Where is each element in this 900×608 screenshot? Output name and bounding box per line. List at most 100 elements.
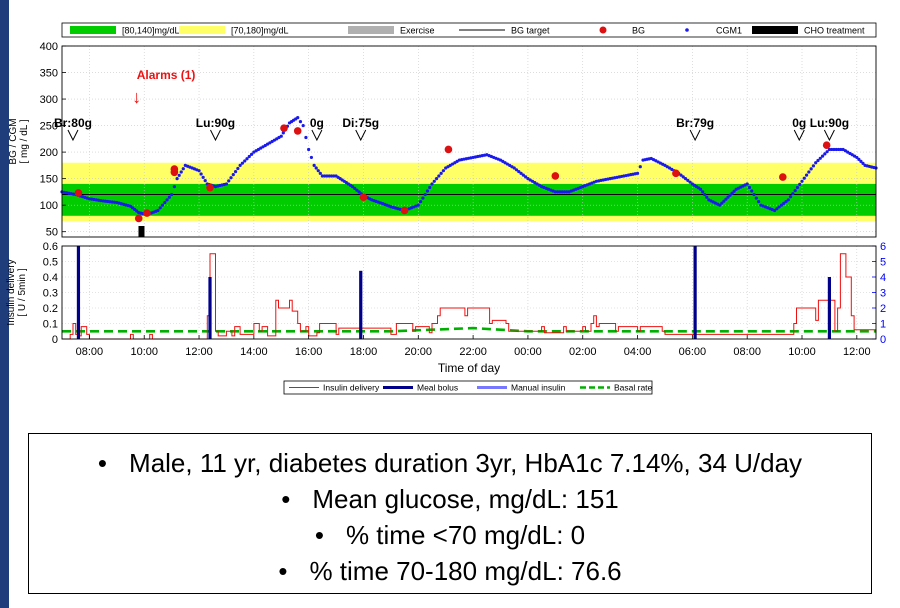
cgm-point [816,158,820,163]
cgm-point [718,203,722,207]
slide-left-accent-bar [0,0,9,608]
cgm-point [318,171,322,175]
cgm-point [325,174,329,178]
cgm-point [312,163,316,167]
time-x-tick-label: 08:00 [76,346,104,358]
cgm-point [304,135,308,140]
cgm-point [163,200,167,205]
bg-point [74,189,83,197]
meal-label: Br:80g [54,116,92,130]
meal-label: Br:79g [676,116,714,130]
insulin-y-tick-label: 0.3 [43,288,58,300]
time-x-tick-label: 12:00 [843,346,871,358]
cgm-point [728,193,732,197]
bg-cgm-plot: Br:80g Lu:90g 0g Di:75g Br:79g 0g Lu:90g 50 100… [8,41,878,239]
bullet-icon: • [278,556,288,586]
cgm-point [811,164,816,168]
cgm-point [832,147,836,152]
meal-bolus-bar [693,246,697,339]
glucose-insulin-figure: [80,140]mg/dL [70,180]mg/dL Exercise BG tar… [6,22,886,395]
cgm-point [418,200,423,204]
bg-y-axis: 50 100 150 200 250 300 350 400 [40,41,66,239]
meal-label: 0g [792,116,806,130]
legend-label: Manual insulin [511,383,566,393]
cgm-point [683,177,688,181]
cgm-point [247,154,251,159]
bg-y-tick-label: 100 [40,200,58,212]
time-x-axis: 08:00 10:00 12:00 14:00 16:00 18:00 20:00 22:00… [76,335,871,358]
cgm-point [558,190,562,194]
cgm-point [327,174,331,178]
insulin-y-axis: 0 0.1 0.2 0.3 0.4 0.5 0.6 [43,241,58,346]
cgm-point [238,163,242,167]
insulin-right-y-tick-label: 0 [880,334,886,346]
cgm-point [834,147,838,152]
time-x-tick-label: 08:00 [733,346,761,358]
legend-label: CHO treatment [804,26,865,36]
bg-point [280,124,288,133]
cho-treatment-bar [138,226,145,237]
cgm-point [279,134,283,138]
summary-text: Mean glucose, mg/dL: 151 [312,484,619,514]
time-x-tick-label: 18:00 [350,346,378,358]
meal-marker-icon [210,129,221,142]
time-x-tick-label: 16:00 [295,346,323,358]
cgm-point [722,199,726,203]
bottom-legend: Insulin delivery Meal bolus Manual insulin… [283,380,653,395]
cgm-point [434,177,439,181]
insulin-y-tick-label: 0.2 [43,303,58,315]
basal-rate-line [62,326,876,333]
cgm-point [355,188,359,192]
cgm-point [296,116,300,120]
cgm-point [421,196,425,200]
bg-y-tick-label: 50 [46,227,58,239]
cgm-point [679,173,683,177]
cgm-point [332,174,336,178]
bg-point [444,145,453,154]
summary-line-time-in-range: • % time 70-180 mg/dL: 76.6 [29,556,871,587]
legend-label: CGM1 [716,26,742,36]
cgm-point [754,196,758,200]
meal-annotations: Br:80g Lu:90g 0g Di:75g Br:79g 0g Lu:90g [54,116,849,142]
cgm-point [830,147,834,152]
cgm-point [788,195,793,199]
meal-marker-icon [793,129,805,142]
bg-y-tick-label: 200 [40,147,58,159]
legend-label: [80,140]mg/dL [122,26,180,36]
bg-point [672,169,680,178]
time-x-tick-label: 04:00 [624,346,652,358]
cgm-point [779,203,784,207]
bg-y-tick-label: 300 [40,94,58,106]
meal-label: 0g [310,116,324,130]
meal-bolus-bar [76,246,81,339]
summary-line-mean-glucose: • Mean glucose, mg/dL: 151 [29,484,871,515]
cgm-point [825,150,829,154]
legend-label: Basal rate [614,383,653,393]
cgm-point [857,157,861,162]
meal-bolus-series [76,246,832,339]
bullet-icon: • [281,484,291,514]
meal-marker-icon [311,129,323,142]
cgm-point [784,200,788,204]
cgm-point [441,169,446,173]
cgm-point [201,175,205,179]
cgm-point [224,182,229,186]
summary-text: % time <70 mg/dL: 0 [345,520,586,550]
alarm-label: Alarms (1) [137,68,196,82]
cgm-point [245,157,249,161]
insulin-right-y-tick-label: 6 [880,241,886,253]
cgm-point [782,201,786,205]
legend-swatch [179,26,225,34]
summary-line-demographics: • Male, 11 yr, diabetes duration 3yr, HbA… [29,448,871,479]
cgm-point [240,161,245,165]
insulin-right-y-tick-label: 4 [880,272,886,284]
legend-swatch [70,26,116,34]
legend-label: BG target [511,26,550,36]
cgm-point [243,159,247,163]
meal-marker-icon [67,129,79,142]
cgm-point [777,205,781,209]
insulin-right-y-tick-label: 2 [880,303,886,315]
time-x-tick-label: 10:00 [788,346,816,358]
cgm-point [638,165,642,169]
meal-bolus-bar [827,277,832,339]
